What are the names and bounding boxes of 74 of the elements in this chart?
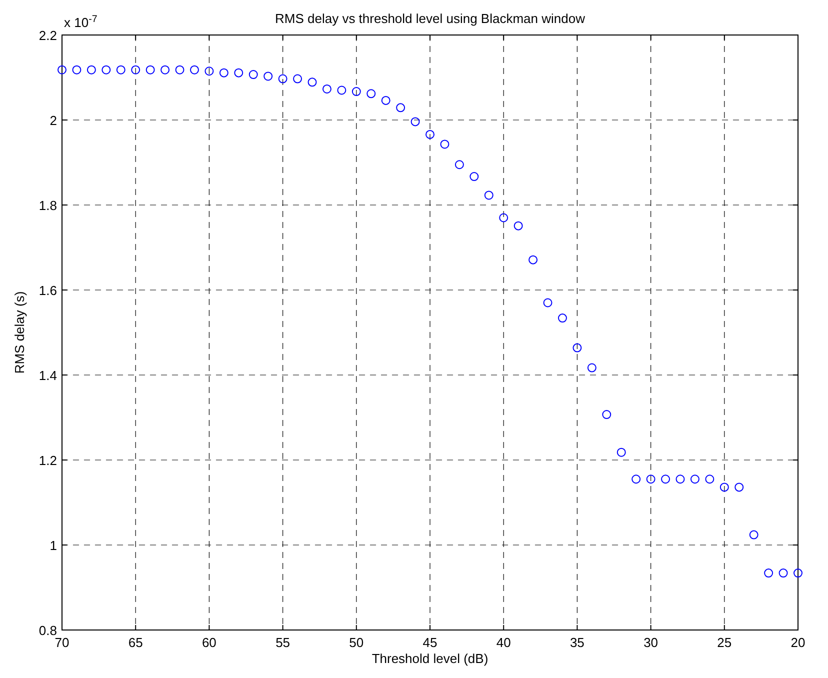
point bbox=[587, 363, 596, 372]
point bbox=[646, 474, 656, 484]
x-tick-label: 20 bbox=[790, 635, 806, 650]
point bbox=[102, 65, 111, 74]
y-tick-label: 1.2 bbox=[38, 453, 57, 468]
point bbox=[234, 68, 244, 78]
point bbox=[572, 343, 582, 352]
x-tick-label: 50 bbox=[349, 635, 364, 650]
point bbox=[528, 255, 538, 264]
point bbox=[308, 78, 317, 87]
y-tick-label: 1.4 bbox=[38, 368, 57, 383]
point bbox=[146, 65, 155, 74]
point bbox=[499, 213, 508, 222]
point bbox=[175, 65, 184, 74]
point bbox=[204, 66, 214, 76]
point bbox=[293, 74, 302, 84]
x-tick-label: 30 bbox=[644, 635, 658, 650]
point bbox=[661, 474, 670, 484]
point bbox=[426, 130, 434, 139]
point bbox=[86, 65, 96, 74]
x-tick-label: 55 bbox=[276, 635, 290, 650]
point bbox=[558, 314, 567, 323]
point bbox=[749, 530, 758, 540]
point bbox=[322, 84, 332, 94]
point bbox=[690, 474, 700, 484]
point bbox=[278, 74, 288, 84]
point bbox=[676, 474, 685, 484]
point bbox=[131, 65, 140, 74]
point bbox=[543, 298, 552, 308]
point bbox=[337, 86, 346, 95]
point bbox=[602, 410, 612, 420]
point bbox=[366, 89, 376, 98]
point bbox=[470, 172, 479, 182]
x-tick-label: 60 bbox=[202, 635, 216, 650]
point bbox=[484, 190, 494, 200]
point bbox=[381, 96, 390, 105]
x-tick-label: 35 bbox=[570, 635, 584, 650]
point bbox=[454, 160, 464, 170]
point bbox=[734, 482, 744, 492]
point bbox=[72, 65, 82, 74]
point bbox=[58, 65, 66, 74]
point bbox=[778, 568, 788, 578]
point bbox=[219, 68, 228, 78]
x-tick-label: 70 bbox=[54, 635, 70, 650]
point bbox=[794, 568, 802, 578]
point bbox=[248, 70, 258, 80]
point bbox=[116, 65, 126, 74]
point bbox=[352, 87, 361, 96]
point bbox=[410, 117, 420, 126]
point bbox=[440, 140, 450, 149]
point bbox=[396, 103, 406, 112]
point bbox=[764, 568, 774, 578]
point bbox=[160, 65, 170, 74]
x-tick-label: 65 bbox=[128, 635, 143, 650]
point bbox=[720, 482, 729, 492]
x-tick-label: 45 bbox=[422, 635, 438, 650]
text: x 10$^{-7}$ bbox=[64, 14, 98, 30]
x-tick-label: 40 bbox=[496, 635, 511, 650]
y-tick-label: 0.8 bbox=[38, 623, 57, 638]
y-tick-label: 1 bbox=[50, 538, 57, 553]
x-tick-label: 25 bbox=[717, 635, 732, 650]
y-axis-title: RMS delay (s) bbox=[12, 291, 27, 374]
y-tick-label: 2 bbox=[50, 113, 57, 128]
y-tick-label: 1.6 bbox=[38, 283, 57, 298]
point bbox=[514, 221, 523, 230]
point bbox=[616, 448, 626, 457]
x-axis-title: Threshold level (dB) bbox=[372, 651, 488, 666]
y-tick-label: 1.8 bbox=[38, 198, 57, 213]
point bbox=[190, 65, 199, 74]
point bbox=[705, 474, 714, 484]
y-tick-label: 2.2 bbox=[38, 28, 57, 43]
point bbox=[632, 474, 641, 484]
point bbox=[264, 72, 273, 81]
chart-title: RMS delay vs threshold level using Blackman window bbox=[275, 11, 586, 26]
